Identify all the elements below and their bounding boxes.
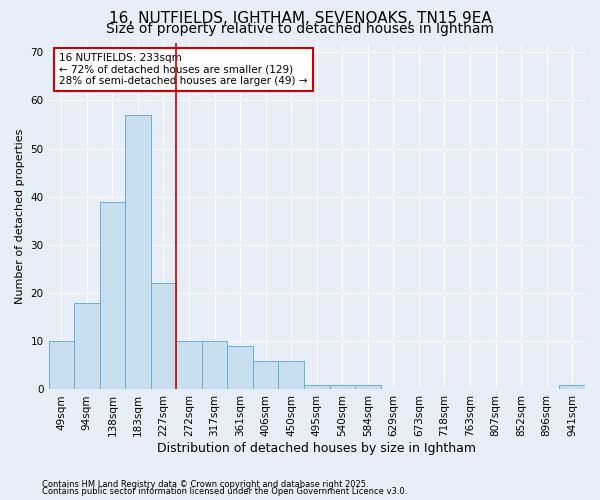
- Bar: [100, 202, 125, 390]
- Text: 16, NUTFIELDS, IGHTHAM, SEVENOAKS, TN15 9EA: 16, NUTFIELDS, IGHTHAM, SEVENOAKS, TN15 …: [109, 11, 491, 26]
- Text: Contains public sector information licensed under the Open Government Licence v3: Contains public sector information licen…: [42, 487, 407, 496]
- Bar: [355, 384, 380, 390]
- Text: Size of property relative to detached houses in Ightham: Size of property relative to detached ho…: [106, 22, 494, 36]
- Bar: [151, 284, 176, 390]
- Bar: [559, 384, 585, 390]
- Y-axis label: Number of detached properties: Number of detached properties: [15, 128, 25, 304]
- Bar: [202, 342, 227, 390]
- Bar: [74, 302, 100, 390]
- X-axis label: Distribution of detached houses by size in Ightham: Distribution of detached houses by size …: [157, 442, 476, 455]
- Text: 16 NUTFIELDS: 233sqm
← 72% of detached houses are smaller (129)
28% of semi-deta: 16 NUTFIELDS: 233sqm ← 72% of detached h…: [59, 53, 308, 86]
- Bar: [49, 342, 74, 390]
- Bar: [125, 115, 151, 390]
- Bar: [329, 384, 355, 390]
- Bar: [304, 384, 329, 390]
- Bar: [176, 342, 202, 390]
- Bar: [278, 360, 304, 390]
- Bar: [227, 346, 253, 390]
- Bar: [253, 360, 278, 390]
- Text: Contains HM Land Registry data © Crown copyright and database right 2025.: Contains HM Land Registry data © Crown c…: [42, 480, 368, 489]
